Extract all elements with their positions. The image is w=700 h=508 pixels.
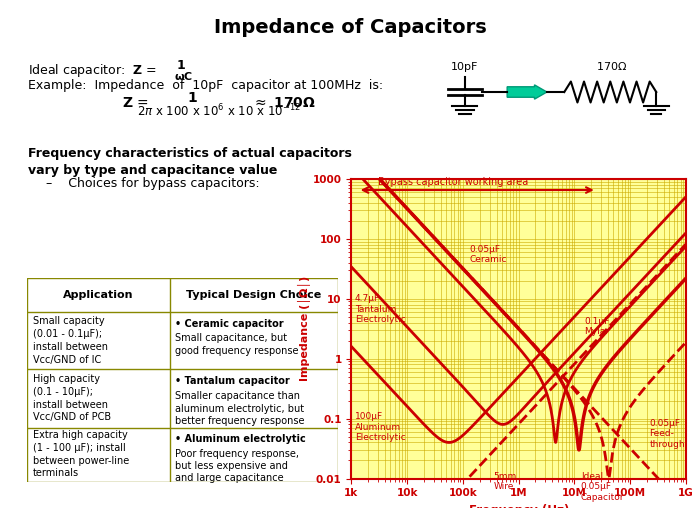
Text: 4.7μF
Tantalum
Electrolytic: 4.7μF Tantalum Electrolytic (355, 294, 405, 325)
Text: • Ceramic capacitor: • Ceramic capacitor (174, 319, 284, 329)
Text: 170$\Omega$: 170$\Omega$ (596, 60, 627, 72)
Text: 5mm
Wire: 5mm Wire (494, 472, 517, 491)
Text: Small capacity
(0.01 - 0.1μF);
install between
Vcc/GND of IC: Small capacity (0.01 - 0.1μF); install b… (33, 316, 108, 365)
Text: 0.1μF
Mylar: 0.1μF Mylar (584, 317, 610, 336)
Text: –    Choices for bypass capacitors:: – Choices for bypass capacitors: (46, 177, 259, 190)
Text: $\mathbf{1}$: $\mathbf{1}$ (187, 91, 198, 106)
Text: 0.05μF
Ceramic: 0.05μF Ceramic (469, 244, 507, 264)
Text: Application: Application (63, 290, 134, 300)
Text: Typical Design Choice: Typical Design Choice (186, 290, 321, 300)
Text: Extra high capacity
(1 - 100 μF); install
between power-line
terminals: Extra high capacity (1 - 100 μF); instal… (33, 430, 129, 479)
Text: Small capacitance, but
good frequency response: Small capacitance, but good frequency re… (174, 333, 298, 356)
Text: Frequency characteristics of actual capacitors
vary by type and capacitance valu: Frequency characteristics of actual capa… (28, 147, 352, 177)
FancyArrow shape (507, 85, 547, 99)
Text: 100μF
Aluminum
Electrolytic: 100μF Aluminum Electrolytic (355, 412, 405, 442)
Text: $2\pi$ x 100 x $10^6$ x 10 x $10^{-12}$: $2\pi$ x 100 x $10^6$ x 10 x $10^{-12}$ (137, 103, 301, 119)
Y-axis label: Impedance (│Ω│): Impedance (│Ω│) (298, 276, 312, 382)
Text: Ideal capacitor:  $\mathbf{Z}$ =: Ideal capacitor: $\mathbf{Z}$ = (28, 62, 157, 79)
Text: $\mathbf{1}$: $\mathbf{1}$ (176, 59, 186, 73)
Text: 10pF: 10pF (452, 62, 479, 72)
Text: • Aluminum electrolytic: • Aluminum electrolytic (174, 434, 305, 444)
Text: • Tantalum capacitor: • Tantalum capacitor (174, 376, 289, 386)
Text: Impedance of Capacitors: Impedance of Capacitors (214, 18, 486, 37)
Text: Example:  Impedance  of  10pF  capacitor at 100MHz  is:: Example: Impedance of 10pF capacitor at … (28, 79, 383, 92)
Text: Poor frequency response,
but less expensive and
and large capacitance: Poor frequency response, but less expens… (174, 449, 299, 484)
Text: $\approx$ $\mathbf{170\Omega}$: $\approx$ $\mathbf{170\Omega}$ (252, 96, 316, 110)
Text: 0.05μF
Feed-
through: 0.05μF Feed- through (650, 419, 685, 449)
Text: $\mathbf{\omega C}$: $\mathbf{\omega C}$ (174, 70, 192, 82)
X-axis label: Frequency (Hz): Frequency (Hz) (468, 504, 569, 508)
Text: Ideal
0.05μF
Capacitor: Ideal 0.05μF Capacitor (581, 472, 624, 502)
Text: High capacity
(0.1 - 10μF);
install between
Vcc/GND of PCB: High capacity (0.1 - 10μF); install betw… (33, 374, 111, 423)
Text: Bypass capacitor working area: Bypass capacitor working area (378, 177, 528, 187)
Text: Smaller capacitance than
aluminum electrolytic, but
better frequency response: Smaller capacitance than aluminum electr… (174, 391, 304, 426)
Text: $\mathbf{Z}$ =: $\mathbf{Z}$ = (122, 96, 149, 110)
